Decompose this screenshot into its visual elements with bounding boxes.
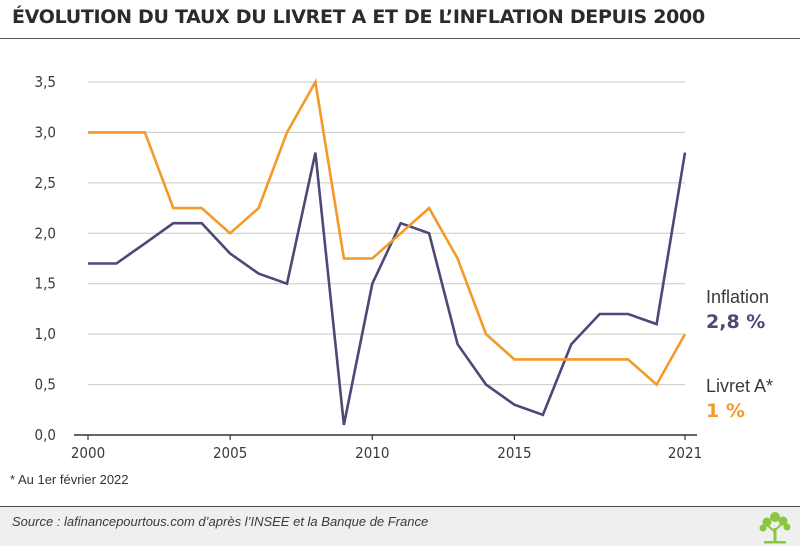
grid-lines: [88, 82, 685, 385]
series-line-inflation: [88, 153, 685, 425]
footnote: * Au 1er février 2022: [10, 472, 129, 487]
y-tick-label: 2,5: [35, 174, 56, 192]
source-divider: [0, 506, 800, 507]
x-tick-label: 2015: [497, 444, 531, 462]
source-text: Source : lafinancepourtous.com d’après l…: [12, 514, 428, 529]
y-tick-label: 0,0: [35, 426, 56, 444]
x-tick-label: 2000: [71, 444, 105, 462]
legend-inflation-name: Inflation: [706, 287, 769, 308]
x-tick-label: 2021: [668, 444, 702, 462]
x-tick-label: 2010: [355, 444, 389, 462]
legend-livret-value: 1 %: [706, 400, 745, 422]
legend-livret-name: Livret A*: [706, 376, 773, 397]
legend-inflation-value: 2,8 %: [706, 311, 765, 333]
tree-logo-icon: [757, 509, 793, 545]
x-tick-label: 2005: [213, 444, 247, 462]
y-tick-label: 3,0: [35, 123, 56, 141]
y-tick-label: 1,5: [35, 275, 56, 293]
series-lines: [88, 82, 685, 425]
y-tick-label: 1,0: [35, 325, 56, 343]
y-tick-label: 2,0: [35, 224, 56, 242]
line-chart: 0,0 0,5 1,0 1,5 2,0 2,5 3,0 3,5 2000 2005 2010 2015…: [0, 0, 800, 470]
y-tick-label: 0,5: [35, 376, 56, 394]
y-tick-label: 3,5: [35, 73, 56, 91]
